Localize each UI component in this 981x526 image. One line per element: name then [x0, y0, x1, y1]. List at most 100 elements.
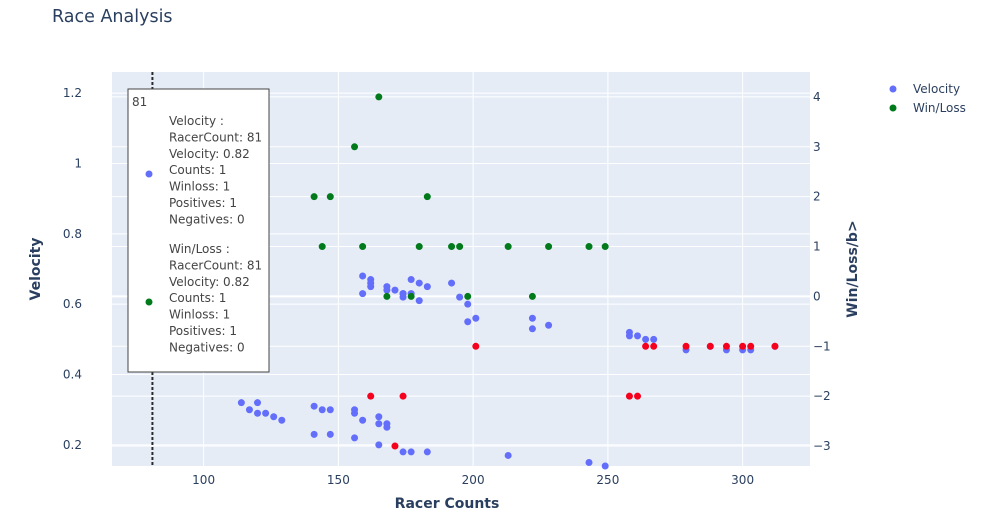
winloss-point[interactable]: [722, 342, 730, 350]
velocity-point[interactable]: [270, 413, 278, 421]
velocity-point[interactable]: [423, 448, 431, 456]
winloss-point[interactable]: [415, 243, 423, 251]
winloss-point[interactable]: [601, 243, 609, 251]
velocity-point[interactable]: [464, 318, 472, 326]
winloss-point[interactable]: [367, 392, 375, 400]
y2-tick-label: 0: [813, 289, 821, 303]
winloss-point[interactable]: [351, 143, 359, 151]
x-tick-label: 300: [731, 473, 754, 487]
x-tick-label: 150: [327, 473, 350, 487]
winloss-point[interactable]: [625, 392, 633, 400]
winloss-point[interactable]: [739, 342, 747, 350]
velocity-point[interactable]: [310, 402, 318, 410]
velocity-point[interactable]: [351, 434, 359, 442]
velocity-point[interactable]: [359, 416, 367, 424]
legend-item[interactable]: Velocity: [913, 82, 960, 96]
velocity-point[interactable]: [464, 300, 472, 308]
velocity-point[interactable]: [415, 297, 423, 305]
winloss-point[interactable]: [464, 292, 472, 300]
velocity-point[interactable]: [375, 441, 383, 449]
winloss-point[interactable]: [423, 193, 431, 201]
velocity-point[interactable]: [407, 276, 415, 284]
velocity-point[interactable]: [472, 314, 480, 322]
velocity-point[interactable]: [375, 413, 383, 421]
velocity-point[interactable]: [585, 458, 593, 466]
y2-tick-label: 3: [813, 140, 821, 154]
velocity-point[interactable]: [326, 430, 334, 438]
velocity-point[interactable]: [359, 290, 367, 298]
velocity-point[interactable]: [310, 430, 318, 438]
winloss-point[interactable]: [383, 292, 391, 300]
tooltip-line: RacerCount: 81: [169, 130, 262, 144]
winloss-point[interactable]: [528, 292, 536, 300]
winloss-point[interactable]: [650, 342, 658, 350]
velocity-point[interactable]: [262, 409, 270, 417]
velocity-point[interactable]: [650, 335, 658, 343]
velocity-point[interactable]: [504, 451, 512, 459]
winloss-point[interactable]: [747, 342, 755, 350]
velocity-point[interactable]: [254, 409, 262, 417]
velocity-point[interactable]: [423, 283, 431, 291]
velocity-point[interactable]: [318, 406, 326, 414]
winloss-point[interactable]: [310, 193, 318, 201]
velocity-point[interactable]: [254, 399, 262, 407]
velocity-point[interactable]: [528, 314, 536, 322]
winloss-point[interactable]: [472, 342, 480, 350]
y2-tick-label: 2: [813, 190, 821, 204]
velocity-point[interactable]: [528, 325, 536, 333]
winloss-point[interactable]: [771, 342, 779, 350]
winloss-point[interactable]: [642, 342, 650, 350]
tooltip-line: Winloss: 1: [169, 180, 230, 194]
velocity-point[interactable]: [245, 406, 253, 414]
tooltip-line: Counts: 1: [169, 163, 226, 177]
velocity-point[interactable]: [634, 332, 642, 340]
velocity-point[interactable]: [375, 420, 383, 428]
winloss-point[interactable]: [407, 292, 415, 300]
winloss-point[interactable]: [682, 342, 690, 350]
velocity-point[interactable]: [407, 448, 415, 456]
winloss-point[interactable]: [318, 243, 326, 251]
velocity-point[interactable]: [545, 321, 553, 329]
y2-axis-title: Win/Loss/b>: [845, 220, 861, 317]
velocity-point[interactable]: [399, 448, 407, 456]
velocity-point[interactable]: [237, 399, 245, 407]
velocity-point[interactable]: [415, 279, 423, 287]
velocity-point[interactable]: [383, 286, 391, 294]
legend-marker-icon[interactable]: [889, 85, 897, 93]
velocity-point[interactable]: [383, 423, 391, 431]
winloss-point[interactable]: [504, 243, 512, 251]
velocity-point[interactable]: [351, 409, 359, 417]
velocity-point[interactable]: [391, 286, 399, 294]
velocity-point[interactable]: [326, 406, 334, 414]
winloss-point[interactable]: [448, 243, 456, 251]
velocity-point[interactable]: [625, 332, 633, 340]
velocity-point[interactable]: [642, 335, 650, 343]
winloss-point[interactable]: [585, 243, 593, 251]
velocity-point[interactable]: [399, 293, 407, 301]
tooltip-line: Counts: 1: [169, 291, 226, 305]
winloss-point[interactable]: [359, 243, 367, 251]
winloss-point[interactable]: [706, 342, 714, 350]
velocity-point[interactable]: [448, 279, 456, 287]
y-tick-label: 1: [74, 156, 82, 170]
winloss-point[interactable]: [634, 392, 642, 400]
velocity-point[interactable]: [278, 416, 286, 424]
winloss-point[interactable]: [545, 243, 553, 251]
winloss-point[interactable]: [456, 243, 464, 251]
velocity-point[interactable]: [367, 283, 375, 291]
winloss-point[interactable]: [375, 93, 383, 101]
legend-marker-icon[interactable]: [889, 104, 897, 112]
hover-tooltip: [127, 88, 270, 373]
winloss-point[interactable]: [391, 442, 399, 450]
velocity-point[interactable]: [456, 293, 464, 301]
tooltip-marker-icon: [145, 298, 153, 306]
velocity-point[interactable]: [601, 462, 609, 470]
winloss-point[interactable]: [326, 193, 334, 201]
y-tick-label: 0.4: [63, 368, 82, 382]
tooltip-line: Negatives: 0: [169, 212, 245, 226]
winloss-point[interactable]: [399, 392, 407, 400]
tooltip-line: Velocity: 0.82: [169, 147, 250, 161]
legend-item[interactable]: Win/Loss: [913, 101, 966, 115]
velocity-point[interactable]: [359, 272, 367, 280]
